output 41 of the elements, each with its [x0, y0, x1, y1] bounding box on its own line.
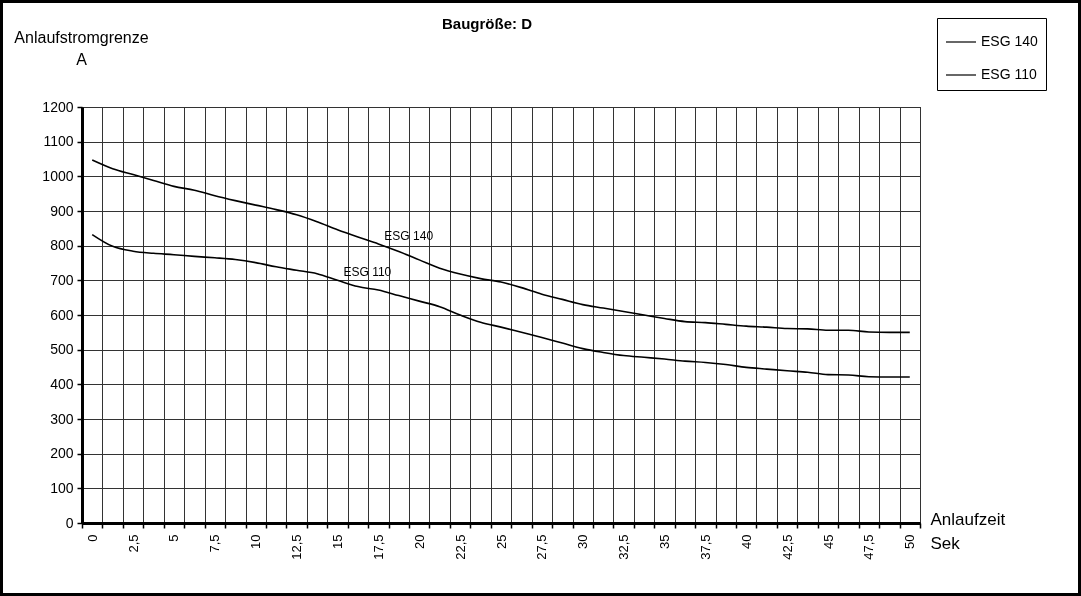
y-tick-label: 700 [50, 271, 74, 288]
x-tick-label: 15 [329, 534, 345, 549]
x-tick-label: 30 [575, 534, 591, 549]
legend-label: ESG 110 [981, 66, 1037, 82]
x-tick-label: 2,5 [125, 534, 141, 553]
chart-title: Baugröße: D [442, 14, 533, 32]
x-tick-label: 35 [657, 534, 673, 549]
y-tick-label: 100 [50, 479, 74, 496]
x-tick-label: 27,5 [534, 534, 550, 560]
x-tick-label: 17,5 [370, 534, 386, 560]
y-tick-label: 1200 [42, 98, 74, 115]
x-tick-label: 5 [166, 534, 182, 542]
x-tick-label: 10 [248, 534, 264, 549]
line-series [91, 159, 911, 334]
y-tick-label: 0 [65, 514, 74, 531]
line-series [91, 233, 911, 378]
y-tick-label: 500 [50, 341, 74, 358]
x-tick-label: 0 [84, 534, 100, 542]
y-tick-label: 900 [50, 202, 74, 219]
x-tick-label: 22,5 [452, 534, 468, 560]
y-axis-title: Anlaufstromgrenze A [14, 28, 149, 68]
x-tick-label: 50 [902, 534, 918, 549]
x-axis-title: Anlaufzeit Sek [930, 509, 1006, 553]
legend-label: ESG 140 [981, 33, 1039, 49]
x-tick-label: 37,5 [697, 534, 713, 560]
y-tick-label: 1000 [42, 167, 74, 184]
y-tick-label: 600 [50, 306, 74, 323]
x-tick-label: 7,5 [207, 534, 223, 553]
x-tick-label: 45 [820, 534, 836, 549]
x-tick-label: 20 [411, 534, 427, 549]
x-tick-label: 25 [493, 534, 509, 549]
x-tick-label: 12,5 [289, 534, 305, 560]
y-tick-label: 800 [50, 237, 74, 254]
x-tick-label: 40 [738, 534, 754, 549]
x-tick-label: 32,5 [616, 534, 632, 560]
x-tick-label: 47,5 [861, 534, 877, 560]
y-tick-label: 300 [50, 410, 74, 427]
y-tick-label: 400 [50, 375, 74, 392]
x-tick-label: 42,5 [779, 534, 795, 560]
y-tick-label: 1100 [43, 133, 74, 150]
y-tick-label: 200 [50, 445, 74, 462]
